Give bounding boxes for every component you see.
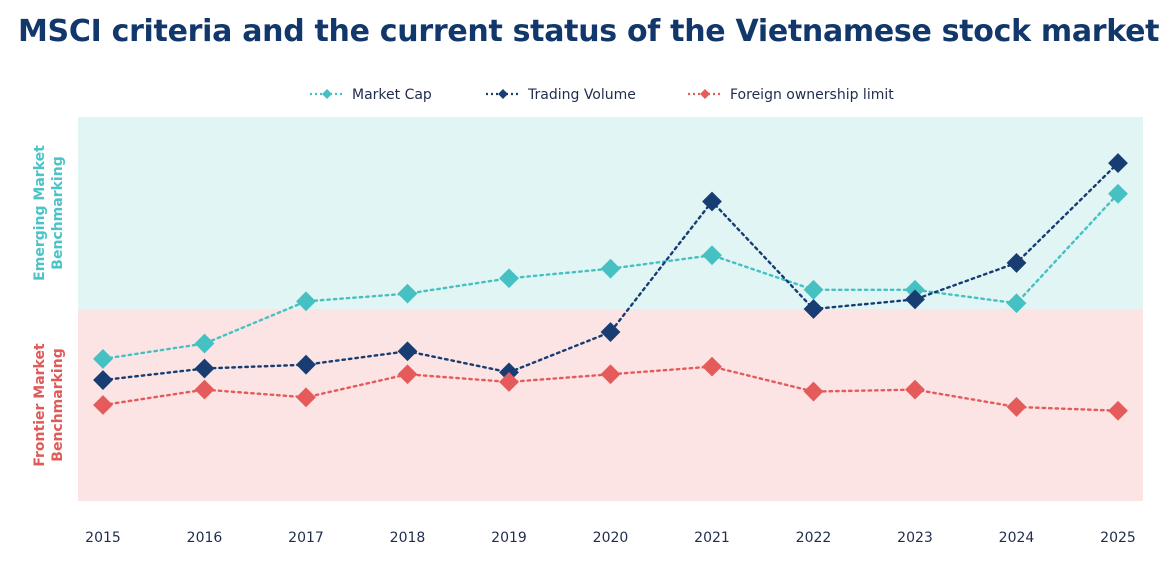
data-point[interactable] bbox=[1108, 153, 1128, 173]
x-tick-label: 2020 bbox=[593, 530, 629, 546]
series-line bbox=[101, 365, 1120, 412]
band-label-0: Emerging Market Benchmarking bbox=[32, 145, 66, 281]
data-point[interactable] bbox=[905, 289, 925, 310]
x-axis-ticks: 2015 2016 2017 2018 2019 2020 2021 2022 2023 2024… bbox=[85, 530, 1136, 546]
x-tick-label: 2019 bbox=[491, 530, 527, 546]
x-tick-label: 2021 bbox=[694, 530, 730, 546]
data-point[interactable] bbox=[702, 356, 722, 377]
x-tick-label: 2015 bbox=[85, 530, 121, 546]
data-point[interactable] bbox=[296, 387, 316, 408]
legend-item[interactable]: Foreign ownership limit bbox=[688, 87, 894, 103]
data-point[interactable] bbox=[1006, 293, 1027, 314]
x-tick-label: 2016 bbox=[187, 530, 223, 546]
data-point[interactable] bbox=[397, 341, 418, 362]
data-point[interactable] bbox=[397, 283, 418, 304]
legend-marker bbox=[322, 89, 332, 99]
legend-marker bbox=[498, 89, 508, 99]
series-0 bbox=[93, 183, 1128, 369]
data-point[interactable] bbox=[803, 299, 824, 319]
band-label-line: Frontier Market bbox=[32, 343, 48, 467]
data-point[interactable] bbox=[93, 370, 113, 390]
data-point[interactable] bbox=[600, 364, 621, 385]
legend: Market Cap Trading Volume Foreign ownershi… bbox=[310, 87, 894, 103]
data-point[interactable] bbox=[93, 395, 113, 415]
legend-item[interactable]: Market Cap bbox=[310, 87, 432, 103]
data-point[interactable] bbox=[194, 379, 215, 400]
benchmark-bands bbox=[78, 117, 1143, 501]
x-tick-label: 2024 bbox=[999, 530, 1035, 546]
x-tick-label: 2022 bbox=[796, 530, 832, 546]
x-tick-label: 2018 bbox=[390, 530, 426, 546]
data-point[interactable] bbox=[1006, 397, 1027, 417]
data-point[interactable] bbox=[803, 381, 824, 402]
x-tick-label: 2025 bbox=[1100, 530, 1136, 546]
legend-item[interactable]: Trading Volume bbox=[486, 87, 636, 103]
series-1 bbox=[93, 153, 1128, 390]
data-point[interactable] bbox=[296, 354, 316, 375]
data-point[interactable] bbox=[93, 349, 113, 369]
data-point[interactable] bbox=[194, 333, 215, 354]
data-point[interactable] bbox=[499, 268, 519, 289]
band-label-line: Benchmarking bbox=[50, 348, 66, 461]
x-tick-label: 2017 bbox=[288, 530, 324, 546]
data-point[interactable] bbox=[397, 364, 418, 385]
x-tick-label: 2023 bbox=[897, 530, 933, 546]
data-point[interactable] bbox=[194, 358, 215, 379]
band-label-1: Frontier Market Benchmarking bbox=[32, 343, 66, 467]
data-point[interactable] bbox=[600, 322, 621, 342]
data-point[interactable] bbox=[296, 291, 316, 312]
legend-label: Market Cap bbox=[352, 87, 432, 103]
chart-title: MSCI criteria and the current status of … bbox=[18, 14, 1160, 49]
legend-label: Foreign ownership limit bbox=[730, 87, 894, 103]
band-label-line: Benchmarking bbox=[50, 156, 66, 269]
data-point[interactable] bbox=[600, 258, 621, 279]
legend-marker bbox=[700, 89, 710, 99]
series-layer bbox=[93, 153, 1128, 421]
band-label-line: Emerging Market bbox=[32, 145, 48, 281]
band-0 bbox=[78, 117, 1143, 309]
data-point[interactable] bbox=[803, 279, 824, 300]
data-point[interactable] bbox=[1108, 400, 1128, 421]
data-point[interactable] bbox=[905, 379, 925, 400]
legend-label: Trading Volume bbox=[527, 87, 636, 103]
series-2 bbox=[93, 356, 1128, 421]
data-point[interactable] bbox=[499, 372, 519, 392]
data-point[interactable] bbox=[1108, 183, 1128, 204]
